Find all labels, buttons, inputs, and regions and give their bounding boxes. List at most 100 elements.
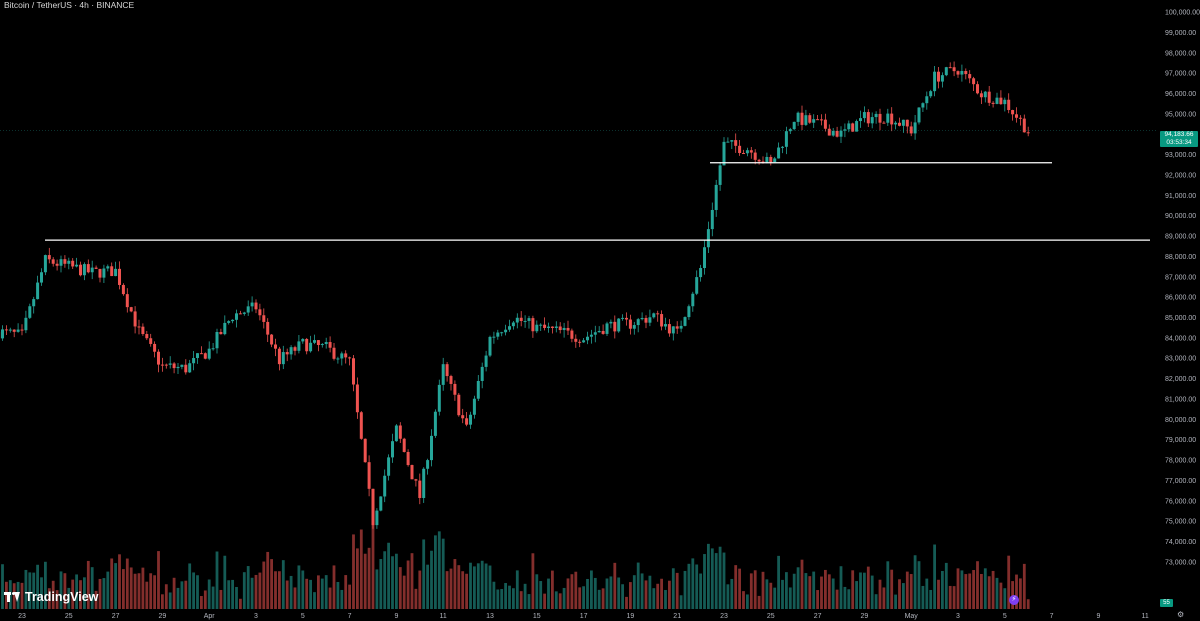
candle-body — [461, 415, 465, 419]
candle-body — [1007, 99, 1011, 111]
candle-body — [20, 329, 24, 331]
candle-body — [792, 121, 796, 130]
candle-body — [586, 336, 589, 341]
volume-bar — [976, 561, 979, 609]
candle-body — [453, 383, 457, 395]
volume-bar — [285, 580, 289, 609]
candle-body — [1026, 132, 1030, 134]
volume-bar — [461, 571, 465, 609]
volume-bar — [437, 531, 441, 609]
y-tick-label: 76,000.00 — [1165, 498, 1196, 505]
candle-body — [991, 102, 995, 104]
candle-body — [402, 438, 406, 452]
volume-bar — [157, 551, 160, 609]
volume-bar — [332, 565, 336, 609]
x-tick-label: 25 — [767, 613, 775, 620]
candle-body — [593, 332, 597, 335]
volume-bar — [870, 575, 874, 609]
candle-body — [1003, 99, 1007, 105]
tradingview-logo[interactable]: TradingView — [4, 590, 98, 604]
volume-bar — [554, 591, 558, 609]
candle-body — [28, 306, 32, 318]
volume-bar — [656, 583, 660, 609]
candle-body — [277, 348, 281, 365]
candle-body — [812, 119, 816, 123]
volume-bar — [289, 575, 293, 609]
volume-bar — [527, 594, 531, 609]
volume-bar — [636, 562, 640, 609]
volume-bar — [192, 572, 195, 609]
y-tick-label: 84,000.00 — [1165, 335, 1196, 342]
gear-icon[interactable]: ⚙ — [1177, 610, 1185, 619]
volume-bar — [547, 578, 550, 609]
volume-bar — [535, 574, 539, 609]
volume-bar — [820, 576, 823, 609]
volume-bar — [1019, 578, 1022, 609]
brand-name: TradingView — [25, 590, 99, 604]
x-tick-label: 17 — [580, 613, 588, 620]
candle-body — [344, 353, 348, 358]
x-tick-label: 23 — [18, 613, 26, 620]
volume-bar — [722, 552, 726, 609]
candle-body — [656, 313, 660, 315]
x-tick-label: 27 — [814, 613, 822, 620]
volume-bar — [110, 558, 114, 609]
volume-bar — [769, 582, 773, 609]
volume-bar — [792, 573, 796, 609]
candle-body — [667, 324, 671, 334]
y-tick-label: 77,000.00 — [1165, 478, 1196, 485]
volume-bar — [753, 570, 757, 609]
volume-bar — [671, 568, 675, 609]
candle-body — [695, 277, 699, 294]
candle-body — [324, 342, 328, 345]
candle-body — [804, 115, 808, 125]
candle-body — [406, 451, 410, 466]
volume-bar — [898, 579, 901, 609]
volume-bar — [250, 577, 254, 609]
volume-bar — [683, 570, 687, 609]
volume-bar — [426, 564, 429, 609]
volume-bar — [274, 571, 277, 609]
volume-bar — [129, 567, 133, 609]
volume-bar — [94, 590, 98, 609]
volume-bar — [913, 555, 917, 609]
volume-bar — [909, 574, 913, 609]
volume-bar — [161, 594, 164, 609]
candle-body — [921, 103, 925, 108]
volume-bar — [562, 587, 566, 609]
candle-body — [262, 315, 266, 322]
volume-bar — [699, 573, 702, 609]
volume-bar — [55, 590, 59, 609]
volume-bar — [980, 573, 983, 609]
volume-bar — [352, 534, 355, 609]
volume-bar — [629, 582, 632, 609]
x-tick-label: 3 — [254, 613, 258, 620]
volume-bar — [863, 572, 866, 609]
x-tick-label: 7 — [1050, 613, 1054, 620]
volume-bar — [383, 551, 387, 609]
volume-bar — [785, 572, 788, 609]
candle-body — [847, 123, 851, 130]
candle-body — [699, 268, 703, 278]
candle-body — [703, 247, 706, 269]
candle-body — [133, 311, 137, 327]
y-tick-label: 92,000.00 — [1165, 172, 1196, 179]
candle-body — [800, 112, 804, 125]
volume-bar — [937, 579, 940, 609]
lightning-bolt-icon[interactable]: ⚡ — [1009, 595, 1019, 605]
volume-bar — [266, 551, 270, 609]
volume-bar — [847, 589, 851, 609]
volume-bar — [348, 584, 351, 609]
volume-bar — [496, 589, 500, 609]
volume-bar — [168, 592, 172, 609]
volume-bar — [601, 588, 605, 609]
candle-body — [215, 332, 219, 349]
candle-body — [761, 161, 765, 163]
candle-body — [784, 131, 788, 147]
candle-body — [176, 366, 180, 369]
candle-body — [753, 152, 757, 160]
candle-body — [835, 130, 839, 137]
candle-body — [32, 299, 36, 307]
chart-title: Bitcoin / TetherUS · 4h · BINANCE — [4, 0, 135, 10]
